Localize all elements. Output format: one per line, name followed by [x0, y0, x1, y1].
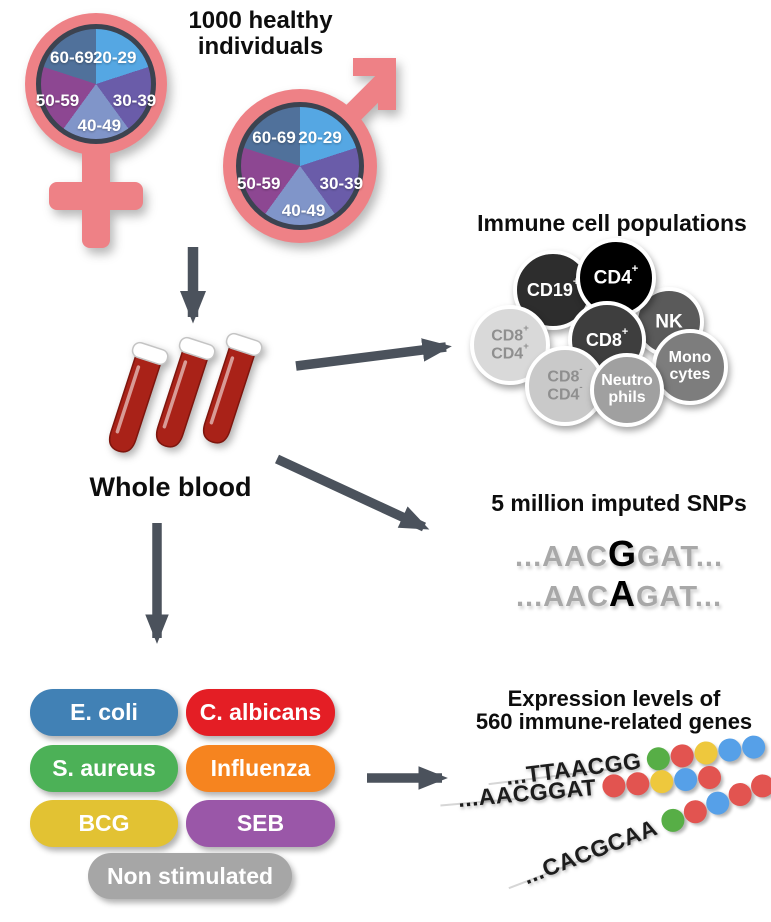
- snp-variant-letter: A: [608, 573, 636, 614]
- male-age-pie-chart: 20-29 30-39 40-49 50-59 60-69: [236, 102, 364, 230]
- blood-tube-icon: [108, 341, 169, 453]
- page-title: 1000 healthy individuals: [158, 7, 363, 61]
- expression-dot: [693, 740, 719, 766]
- immune-populations-title: Immune cell populations: [477, 210, 747, 236]
- blood-tubes-icon: [108, 332, 263, 453]
- arrow-to-snps-icon: [275, 454, 430, 532]
- snp-variant-letter: G: [607, 533, 637, 574]
- snp-sequence-1: ...AACGGAT...: [514, 533, 724, 574]
- blood-tube-icon: [202, 332, 263, 444]
- pie-label-60-69: 60-69: [50, 47, 94, 67]
- pie-label-40-49: 40-49: [281, 200, 326, 220]
- pie-label-30-39: 30-39: [112, 90, 157, 110]
- expression-dot: [625, 771, 651, 797]
- pie-label-60-69: 60-69: [252, 127, 296, 147]
- expression-dot: [601, 773, 627, 799]
- pie-label-20-29: 20-29: [92, 47, 137, 67]
- expression-dot: [696, 765, 722, 790]
- stimulus-pill-s-aureus: S. aureus: [30, 745, 178, 792]
- cell-monocytes: Mono cytes: [652, 329, 728, 405]
- expression-dot: [740, 734, 767, 760]
- pie-label-40-49: 40-49: [77, 115, 122, 135]
- expression-dot: [717, 737, 743, 763]
- stimulus-pill-non-stimulated: Non stimulated: [88, 853, 292, 899]
- expression-dot: [672, 767, 698, 793]
- stimulus-pill-influenza: Influenza: [186, 745, 335, 792]
- stimulus-pill-bcg: BCG: [30, 800, 178, 847]
- blood-tube-icon: [155, 336, 216, 448]
- title-line-1: 1000 healthy: [188, 7, 333, 34]
- expression-dot: [648, 769, 674, 795]
- whole-blood-label: Whole blood: [89, 472, 252, 502]
- stimulus-pill-seb: SEB: [186, 800, 335, 847]
- arrow-to-immune-cells-icon: [295, 338, 452, 371]
- stimulus-pill-c-albicans: C. albicans: [186, 689, 335, 736]
- cell-neutrophils: Neutro phils: [590, 353, 664, 427]
- pie-label-50-59: 50-59: [35, 90, 80, 110]
- pie-label-50-59: 50-59: [236, 173, 281, 193]
- expression-title: Expression levels of 560 immune-related …: [475, 686, 753, 735]
- snp-sequence-2: ...AACAGAT...: [515, 573, 723, 614]
- title-line-2: individuals: [197, 33, 324, 61]
- female-age-pie-chart: 20-29 30-39 40-49 50-59 60-69: [36, 24, 156, 144]
- pie-label-20-29: 20-29: [298, 127, 342, 147]
- pie-label-30-39: 30-39: [319, 173, 364, 193]
- stimulus-pill-e-coli: E. coli: [30, 689, 178, 736]
- snps-title: 5 million imputed SNPs: [491, 490, 747, 516]
